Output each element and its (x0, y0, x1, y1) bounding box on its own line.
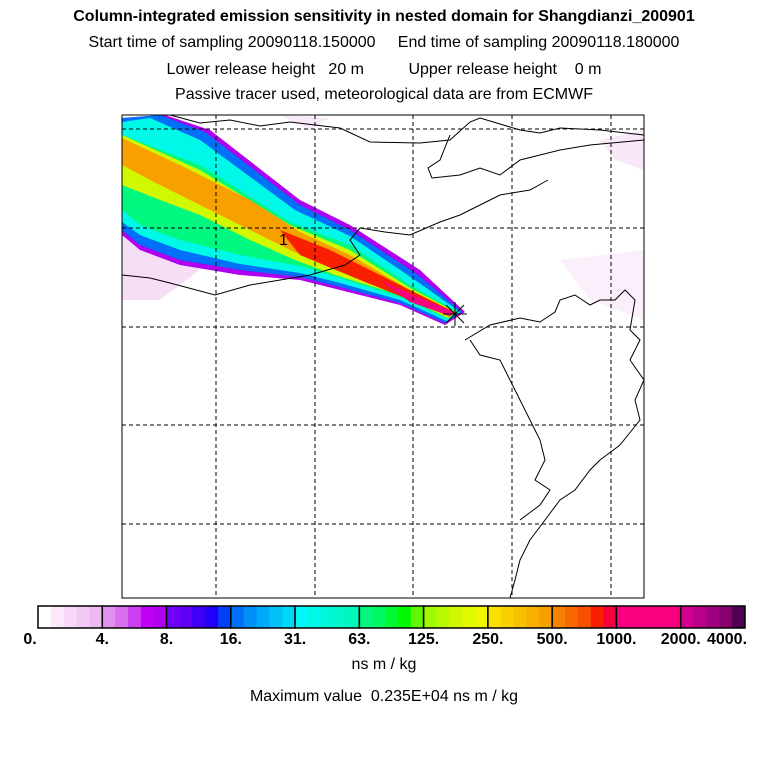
colorbar-swatch (462, 606, 476, 628)
colorbar-tick-label: 4000. (706, 631, 748, 648)
colorbar-swatch (487, 606, 502, 628)
colorbar-swatch (565, 606, 579, 628)
colorbar-swatch (590, 606, 605, 628)
colorbar-swatch (372, 606, 386, 628)
colorbar-swatch (127, 606, 142, 628)
colorbar-swatch (693, 606, 707, 628)
colorbar-swatch (680, 606, 695, 628)
colorbar-swatch (706, 606, 720, 628)
coastlines (122, 115, 644, 598)
colorbar-swatch (475, 606, 489, 628)
colorbar-swatch (192, 606, 206, 628)
trajectory-label: 1 (279, 232, 288, 249)
colorbar-swatch (732, 606, 746, 628)
colorbar-swatch (282, 606, 296, 628)
colorbar-swatch (410, 606, 425, 628)
colorbar-swatch (385, 606, 399, 628)
plot-title: Column-integrated emission sensitivity i… (73, 8, 695, 25)
colorbar-swatch (269, 606, 283, 628)
colorbar-swatch (307, 606, 322, 628)
colorbar-swatch (603, 606, 617, 628)
colorbar-swatch (115, 606, 129, 628)
colorbar-tick-label: 0. (23, 631, 37, 648)
colorbar-swatch (526, 606, 540, 628)
map-frame (121, 114, 645, 599)
colorbar-tick-label: 16. (219, 631, 242, 648)
colorbar-swatch (63, 606, 78, 628)
colorbar-swatch (295, 606, 309, 628)
star-icon (443, 302, 467, 326)
colorbar-swatch (513, 606, 527, 628)
colorbar-swatch (256, 606, 270, 628)
colorbar-swatch (642, 606, 656, 628)
colorbar-swatch (629, 606, 643, 628)
colorbar-swatch (359, 606, 373, 628)
colorbar-swatch (539, 606, 553, 628)
colorbar-tick-label: 4. (95, 631, 109, 648)
colorbar-tick-label: 2000. (660, 631, 701, 648)
colorbar-swatch (102, 606, 116, 628)
colorbar-tick-label: 63. (348, 631, 371, 648)
colorbar-swatch (667, 606, 682, 628)
colorbar-swatch (500, 606, 515, 628)
colorbar-swatch (616, 606, 630, 628)
colorbar-swatch (140, 606, 155, 628)
colorbar-swatch (655, 606, 669, 628)
colorbar-swatch (423, 606, 437, 628)
maximum-value: Maximum value 0.235E+04 ns m / kg (249, 688, 519, 705)
colorbar-tick-label: 8. (159, 631, 174, 648)
colorbar-swatch (217, 606, 232, 628)
colorbar (37, 605, 746, 629)
colorbar-swatch (320, 606, 335, 628)
colorbar-swatch (38, 606, 52, 628)
colorbar-tick-label: 250. (472, 631, 504, 648)
colorbar-swatch (577, 606, 592, 628)
colorbar-swatch (179, 606, 193, 628)
colorbar-tick-label: 500. (536, 631, 568, 648)
colorbar-tick-label: 1000. (596, 631, 637, 648)
colorbar-swatch (436, 606, 450, 628)
colorbar-swatch (719, 606, 733, 628)
colorbar-units: ns m / kg (351, 656, 417, 673)
colorbar-swatch (230, 606, 245, 628)
colorbar-swatch (333, 606, 348, 628)
tracer-info-line: Passive tracer used, meteorological data… (175, 86, 593, 103)
sampling-time-line: Start time of sampling 20090118.150000 E… (88, 34, 680, 51)
colorbar-swatch (346, 606, 360, 628)
colorbar-swatch (153, 606, 168, 628)
colorbar-swatch (552, 606, 566, 628)
release-height-line: Lower release height 20 m Upper release … (166, 61, 602, 78)
colorbar-swatch (166, 606, 180, 628)
colorbar-swatch (89, 606, 103, 628)
colorbar-segment (679, 605, 746, 629)
colorbar-swatch (397, 606, 412, 628)
graticule (122, 115, 644, 598)
colorbar-swatch (243, 606, 258, 628)
colorbar-swatch (50, 606, 65, 628)
colorbar-swatch (449, 606, 463, 628)
colorbar-tick-label: 31. (283, 631, 307, 648)
colorbar-tick-label: 125. (408, 631, 440, 648)
colorbar-swatch (76, 606, 90, 628)
colorbar-swatch (205, 606, 219, 628)
plume-field (122, 115, 644, 325)
